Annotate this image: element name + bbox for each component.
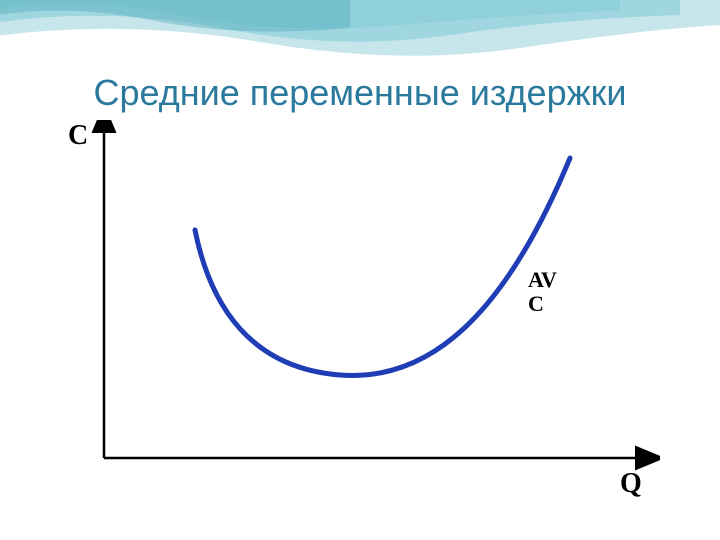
avc-label-line1: AV — [528, 267, 557, 292]
page-title: Средние переменные издержки — [0, 72, 720, 114]
wave-decoration — [0, 0, 720, 80]
avc-chart: С Q AV C — [60, 120, 660, 500]
y-axis-label: С — [68, 120, 88, 152]
x-axis-label: Q — [620, 468, 642, 500]
title-text: Средние переменные издержки — [93, 72, 626, 113]
chart-svg — [60, 120, 660, 500]
avc-curve — [195, 158, 570, 375]
avc-curve-label: AV C — [528, 268, 557, 316]
avc-label-line2: C — [528, 291, 544, 316]
